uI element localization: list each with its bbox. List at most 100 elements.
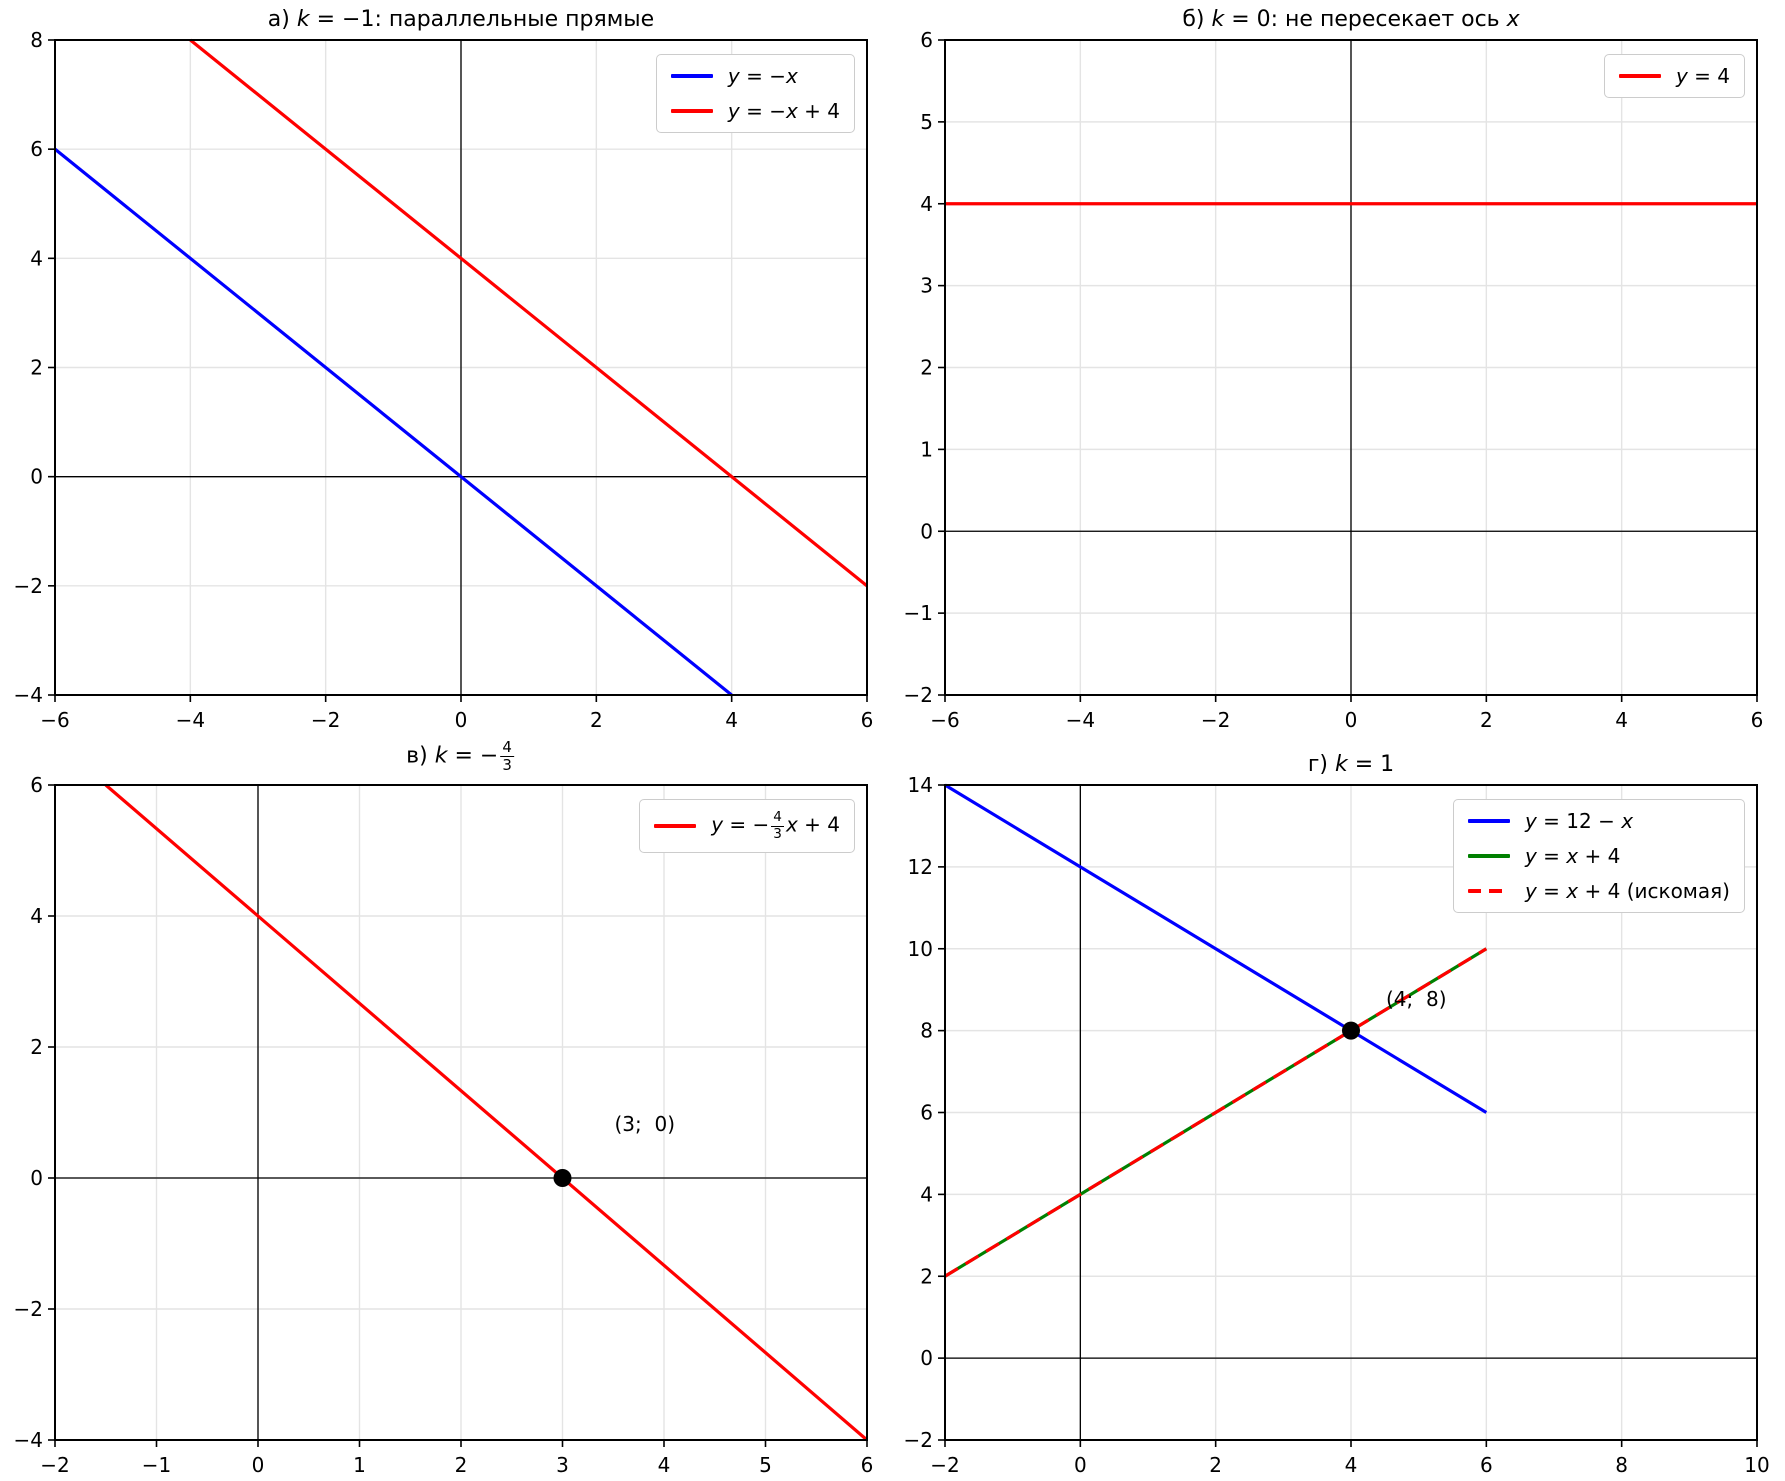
x-tick-label: 0 [1074, 1453, 1087, 1477]
x-tick-label: 4 [658, 1453, 671, 1477]
legend-line-sample [670, 109, 713, 113]
y-tick-label: 1 [920, 437, 933, 461]
x-tick-label: 6 [861, 1453, 874, 1477]
x-tick-label: −4 [176, 708, 205, 732]
legend-label: y = −x + 4 [727, 99, 840, 123]
x-tick-label: 4 [1615, 708, 1628, 732]
x-tick-label: −4 [1066, 708, 1095, 732]
x-tick-label: 10 [1744, 1453, 1769, 1477]
y-tick-label: 8 [30, 28, 43, 52]
y-tick-label: 2 [920, 356, 933, 380]
y-tick-label: 4 [30, 904, 43, 928]
x-tick-label: −2 [40, 1453, 69, 1477]
x-tick-label: 0 [1345, 708, 1358, 732]
subplot-v-legend: y = −4 3 x + 4 [639, 799, 855, 854]
subplot-b: −6 −4 −2 0 2 4 6 −2 −1 0 1 2 3 4 5 6 [904, 28, 1764, 732]
y-tick-label: 2 [30, 1035, 43, 1059]
legend-label: y = 12 − x [1524, 809, 1634, 833]
subplot-a-legend: y = −x y = −x + 4 [655, 54, 855, 133]
y-tick-label: −2 [904, 1428, 933, 1452]
y-tick-label: −4 [14, 1428, 43, 1452]
y-tick-label: 0 [920, 1346, 933, 1370]
x-tick-label: 2 [455, 1453, 468, 1477]
y-tick-label: 2 [920, 1264, 933, 1288]
x-tick-label: 3 [556, 1453, 569, 1477]
subplot-v-title: в) k = −4 3 [406, 738, 514, 775]
y-tick-label: 6 [920, 1101, 933, 1125]
y-tick-label: 10 [908, 937, 933, 961]
subplot-g-title: г) k = 1 [1307, 752, 1395, 777]
y-tick-label: 6 [30, 137, 43, 161]
y-tick-label: −2 [14, 1297, 43, 1321]
y-tick-label: 6 [920, 28, 933, 52]
x-tick-label: 0 [252, 1453, 265, 1477]
subplot-b-title: б) k = 0: не пересекает ось x [1182, 7, 1520, 32]
x-tick-label: 8 [1615, 1453, 1628, 1477]
y-tick-label: 4 [30, 246, 43, 270]
legend-entry: y = −4 3 x + 4 [654, 809, 840, 842]
legend-entry: y = x + 4 (искомая) [1467, 879, 1730, 903]
point-label: (4; 8) [1386, 986, 1447, 1011]
subplot-g: −2 0 2 4 6 8 10 −2 0 2 4 6 8 10 12 14 [904, 773, 1770, 1477]
x-tick-label: 4 [725, 708, 738, 732]
subplot-g-legend: y = 12 − x y = x + 4 y = x + 4 (искомая) [1452, 799, 1745, 913]
y-tick-label: 2 [30, 356, 43, 380]
x-tick-label: −6 [40, 708, 69, 732]
y-tick-label: 4 [920, 1182, 933, 1206]
subplot-v-series-line-0 [104, 783, 869, 1442]
y-tick-label: −4 [14, 683, 43, 707]
legend-entry: y = −x + 4 [670, 99, 840, 123]
point-label: (3; 0) [614, 1112, 676, 1136]
point-marker [553, 1169, 572, 1187]
x-tick-label: 5 [759, 1453, 772, 1477]
legend-label: y = −x [727, 64, 798, 88]
x-tick-label: 2 [1209, 1453, 1222, 1477]
x-tick-label: −2 [930, 1453, 959, 1477]
y-tick-label: 14 [908, 773, 933, 797]
x-tick-label: 2 [590, 708, 603, 732]
subplot-g-series-line-2 [944, 947, 1488, 1278]
y-tick-label: 6 [30, 773, 43, 797]
y-tick-label: 0 [920, 519, 933, 543]
x-tick-label: −2 [311, 708, 340, 732]
subplot-g-series-line-0 [944, 783, 1488, 1114]
legend-entry: y = x + 4 [1467, 844, 1730, 868]
x-tick-label: 4 [1345, 1453, 1358, 1477]
legend-line-sample [1467, 819, 1510, 823]
legend-entry: y = 12 − x [1467, 809, 1730, 833]
subplot-a-title: а) k = −1: параллельные прямые [267, 7, 655, 32]
x-tick-label: 1 [353, 1453, 366, 1477]
subplot-a-series-line-0 [53, 147, 733, 697]
y-tick-label: 5 [920, 110, 933, 134]
x-tick-label: 6 [861, 708, 874, 732]
legend-line-sample [670, 74, 713, 78]
y-tick-label: 0 [30, 1166, 43, 1190]
legend-entry: y = −x [670, 64, 840, 88]
x-tick-label: 6 [1751, 708, 1764, 732]
y-tick-label: 8 [920, 1019, 933, 1043]
x-tick-label: 0 [455, 708, 468, 732]
x-tick-label: −1 [142, 1453, 171, 1477]
legend-line-sample [1467, 854, 1510, 858]
y-tick-label: 4 [920, 192, 933, 216]
y-tick-label: −2 [904, 683, 933, 707]
legend-label: y = x + 4 (искомая) [1524, 879, 1730, 903]
legend-entry: y = 4 [1618, 65, 1730, 87]
y-tick-label: −1 [904, 601, 933, 625]
subplot-b-legend: y = 4 [1603, 54, 1745, 98]
legend-label: y = −4 3 x + 4 [711, 809, 840, 842]
x-tick-label: 6 [1480, 1453, 1493, 1477]
legend-label: y = x + 4 [1524, 844, 1621, 868]
x-tick-label: −6 [930, 708, 959, 732]
x-tick-label: −2 [1201, 708, 1230, 732]
subplot-a-series-line-1 [189, 38, 869, 588]
y-tick-label: 3 [920, 274, 933, 298]
point-marker [1342, 1021, 1360, 1040]
legend-line-sample [1618, 74, 1661, 78]
